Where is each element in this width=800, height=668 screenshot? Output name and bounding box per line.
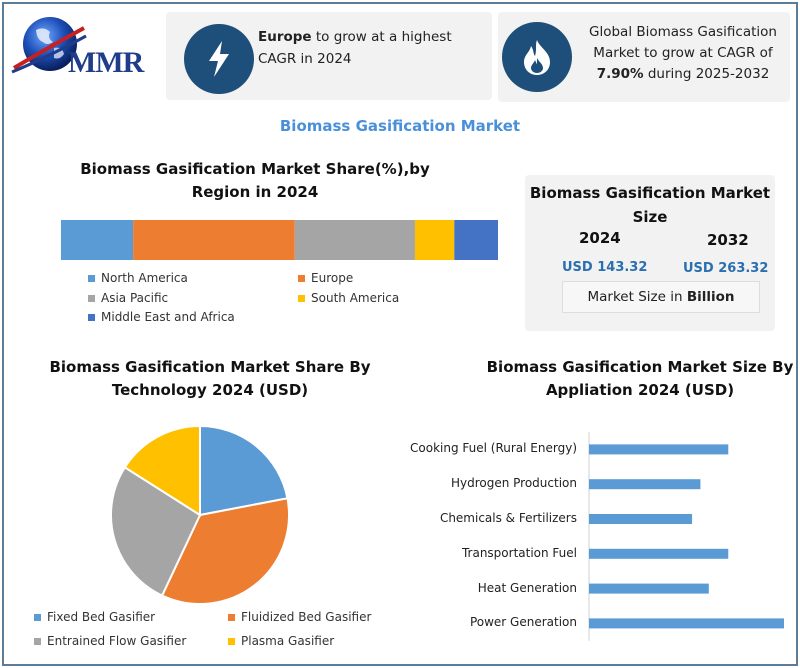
flame-icon-badge <box>502 22 572 92</box>
legend-swatch <box>228 637 235 645</box>
global-cagr-text: Global Biomass Gasification Market to gr… <box>580 22 786 85</box>
bar-cooking-fuel-rural-energy <box>589 444 729 455</box>
technology-chart-title: Biomass Gasification Market Share By Tec… <box>49 358 371 399</box>
europe-cagr-card: Europe to grow at a highest CAGR in 2024 <box>166 12 492 100</box>
logo-text: MMR <box>68 46 144 79</box>
flame-icon <box>524 40 550 75</box>
legend-label: Europe <box>311 271 354 285</box>
bar-segment-middle-east-and-africa <box>454 220 498 260</box>
market-size-card: Biomass Gasification Market Size 2024 20… <box>525 175 775 331</box>
legend-item-asia-pacific: Asia Pacific <box>88 291 168 305</box>
main-title: Biomass Gasification Market <box>279 117 521 135</box>
application-chart-title: Biomass Gasification Market Size By Appl… <box>486 358 794 399</box>
category-label-heat-generation: Heat Generation <box>477 580 577 595</box>
europe-cagr-sentence: to grow at a highest CAGR in 2024 <box>258 29 452 67</box>
legend-swatch <box>228 613 235 621</box>
region-chart-title: Biomass Gasification Market Share(%),by … <box>80 160 430 201</box>
unit-bold: Billion <box>686 289 735 305</box>
category-label-transportation-fuel: Transportation Fuel <box>461 545 577 560</box>
value-2024: USD 143.32 <box>562 260 648 275</box>
bar-chemicals-fertilizers <box>589 514 693 524</box>
value-2032: USD 263.32 <box>683 261 769 276</box>
global-cagr-card: Global Biomass Gasification Market to gr… <box>498 12 790 102</box>
unit-prefix: Market Size in <box>587 289 687 305</box>
legend-label: Asia Pacific <box>101 291 169 305</box>
europe-cagr-text: Europe to grow at a highest CAGR in 2024 <box>258 26 483 70</box>
market-size-title: Biomass Gasification Market Size <box>529 184 771 226</box>
legend-item-fixed-bed-gasifier: Fixed Bed Gasifier <box>34 610 155 624</box>
bar-segment-europe <box>133 220 295 260</box>
category-label-chemicals-fertilizers: Chemicals & Fertilizers <box>439 511 577 525</box>
global-cagr-prefix: Global Biomass Gasification Market to gr… <box>589 24 777 61</box>
bar-heat-generation <box>589 583 709 594</box>
bar-transportation-fuel <box>589 548 729 559</box>
legend-swatch <box>88 274 95 282</box>
category-label-cooking-fuel-rural-energy: Cooking Fuel (Rural Energy) <box>410 441 577 456</box>
bar-segment-south-america <box>414 220 455 260</box>
legend-label: Middle East and Africa <box>101 310 235 324</box>
year-2024-label: 2024 <box>579 229 621 247</box>
legend-item-europe: Europe <box>298 271 353 285</box>
bar-segment-asia-pacific <box>294 220 415 260</box>
global-cagr-period: during 2025-2032 <box>643 66 770 82</box>
legend-item-south-america: South America <box>298 291 399 305</box>
legend-swatch <box>298 274 305 282</box>
legend-item-middle-east-and-africa: Middle East and Africa <box>88 310 235 324</box>
category-label-hydrogen-production: Hydrogen Production <box>450 476 577 491</box>
legend-item-entrained-flow-gasifier: Entrained Flow Gasifier <box>34 634 186 648</box>
europe-highlight: Europe <box>258 29 312 45</box>
lightning-icon-badge <box>184 24 254 94</box>
legend-label: Entrained Flow Gasifier <box>47 634 187 648</box>
mmr-logo: MMR <box>10 10 150 85</box>
lightning-icon <box>209 41 229 77</box>
legend-label: South America <box>311 291 400 305</box>
pie-slice-fluidized-bed-gasifier <box>160 497 290 605</box>
bar-segment-north-america <box>61 220 134 260</box>
legend-label: Fixed Bed Gasifier <box>47 610 156 624</box>
legend-item-north-america: North America <box>88 271 188 285</box>
legend-label: North America <box>101 271 188 285</box>
legend-label: Fluidized Bed Gasifier <box>241 610 372 624</box>
category-label-power-generation: Power Generation <box>469 615 577 630</box>
legend-item-fluidized-bed-gasifier: Fluidized Bed Gasifier <box>228 610 371 624</box>
pie-slice-entrained-flow-gasifier <box>110 465 202 597</box>
market-size-unit: Market Size in Billion <box>562 281 760 313</box>
pie-slice-plasma-gasifier <box>123 424 201 517</box>
legend-swatch <box>88 313 95 321</box>
legend-label: Plasma Gasifier <box>241 634 335 648</box>
application-category-labels: Cooking Fuel (Rural Energy) Hydrogen Prod… <box>300 0 577 668</box>
globe-icon <box>11 17 87 74</box>
bar-hydrogen-production <box>589 479 701 490</box>
cagr-value: 7.90% <box>596 66 644 82</box>
legend-item-plasma-gasifier: Plasma Gasifier <box>228 634 334 648</box>
bar-power-generation <box>589 618 784 629</box>
legend-swatch <box>298 294 305 302</box>
year-2032-label: 2032 <box>707 231 749 249</box>
legend-swatch <box>88 294 95 302</box>
legend-swatch <box>34 637 41 645</box>
legend-swatch <box>34 613 41 621</box>
pie-slice-fixed-bed-gasifier <box>199 424 289 517</box>
